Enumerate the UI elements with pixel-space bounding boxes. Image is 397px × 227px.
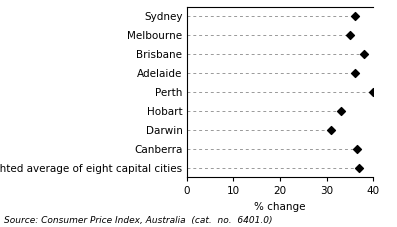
Point xyxy=(356,166,362,169)
Point xyxy=(360,52,367,56)
Point xyxy=(370,90,376,94)
Point xyxy=(351,71,358,75)
Point xyxy=(337,109,344,113)
Point xyxy=(347,33,353,37)
Point xyxy=(328,128,334,132)
Point xyxy=(351,15,358,18)
X-axis label: % change: % change xyxy=(254,202,306,212)
Point xyxy=(354,147,360,151)
Text: Source: Consumer Price Index, Australia  (cat.  no.  6401.0): Source: Consumer Price Index, Australia … xyxy=(4,216,272,225)
